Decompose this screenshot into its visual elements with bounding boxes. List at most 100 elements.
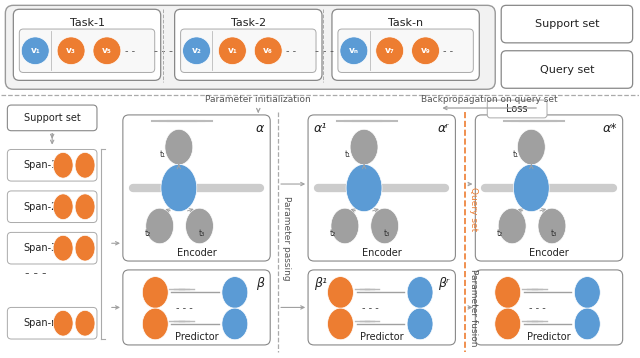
Text: - -: - - — [125, 46, 135, 56]
FancyBboxPatch shape — [180, 29, 316, 72]
Text: t₁: t₁ — [513, 150, 518, 159]
Text: Support set: Support set — [24, 113, 81, 123]
FancyBboxPatch shape — [487, 100, 547, 118]
Text: t₂: t₂ — [497, 229, 503, 238]
FancyBboxPatch shape — [19, 29, 155, 72]
Text: t₃: t₃ — [551, 229, 557, 238]
Circle shape — [340, 37, 368, 64]
Text: v₃: v₃ — [66, 46, 76, 55]
Ellipse shape — [161, 164, 196, 212]
Text: α: α — [256, 122, 264, 135]
FancyBboxPatch shape — [501, 5, 632, 43]
Ellipse shape — [346, 164, 382, 212]
Text: v₇: v₇ — [385, 46, 395, 55]
Circle shape — [376, 37, 404, 64]
Text: vₙ: vₙ — [349, 46, 359, 55]
Text: - - -: - - - — [26, 267, 47, 280]
FancyBboxPatch shape — [8, 105, 97, 131]
Text: Loss: Loss — [506, 104, 528, 114]
Text: Encoder: Encoder — [529, 248, 569, 258]
Text: t₃: t₃ — [198, 229, 205, 238]
Text: t₁: t₁ — [160, 150, 166, 159]
Text: t₂: t₂ — [145, 229, 151, 238]
Text: Predictor: Predictor — [527, 332, 571, 342]
Circle shape — [412, 37, 440, 64]
Ellipse shape — [165, 129, 193, 165]
Ellipse shape — [407, 277, 433, 308]
Text: Parameter fusion: Parameter fusion — [469, 269, 478, 346]
Text: Parameter passing: Parameter passing — [282, 196, 291, 281]
Text: v₁: v₁ — [30, 46, 40, 55]
Text: - -: - - — [286, 46, 296, 56]
Text: α¹: α¹ — [314, 122, 327, 135]
Text: v₉: v₉ — [420, 46, 431, 55]
Ellipse shape — [186, 208, 213, 244]
Ellipse shape — [328, 277, 353, 308]
Circle shape — [254, 37, 282, 64]
FancyBboxPatch shape — [332, 9, 479, 80]
Ellipse shape — [538, 208, 566, 244]
Circle shape — [93, 37, 121, 64]
Text: Encoder: Encoder — [362, 248, 402, 258]
Text: - - -: - - - — [316, 46, 335, 56]
Ellipse shape — [495, 308, 521, 340]
Ellipse shape — [75, 194, 95, 219]
Ellipse shape — [517, 129, 545, 165]
Text: v₅: v₅ — [102, 46, 112, 55]
Text: - - -: - - - — [177, 303, 193, 313]
Text: Task-2: Task-2 — [231, 18, 266, 28]
Text: t₃: t₃ — [383, 229, 390, 238]
Text: - - -: - - - — [362, 303, 378, 313]
FancyBboxPatch shape — [8, 191, 97, 223]
FancyBboxPatch shape — [5, 5, 495, 89]
FancyBboxPatch shape — [476, 115, 623, 261]
FancyBboxPatch shape — [175, 9, 322, 80]
Ellipse shape — [142, 308, 168, 340]
FancyBboxPatch shape — [8, 232, 97, 264]
Ellipse shape — [328, 308, 353, 340]
Text: β¹: β¹ — [314, 277, 327, 290]
FancyBboxPatch shape — [338, 29, 474, 72]
Ellipse shape — [371, 208, 399, 244]
Text: Encoder: Encoder — [177, 248, 216, 258]
Ellipse shape — [331, 208, 359, 244]
Ellipse shape — [53, 153, 73, 178]
FancyBboxPatch shape — [308, 270, 456, 345]
Ellipse shape — [574, 277, 600, 308]
Text: Span-r: Span-r — [23, 318, 56, 328]
Text: v₆: v₆ — [263, 46, 273, 55]
Text: - -: - - — [444, 46, 454, 56]
Text: Query set: Query set — [540, 64, 594, 74]
FancyBboxPatch shape — [501, 51, 632, 88]
FancyBboxPatch shape — [13, 9, 161, 80]
Text: Query set: Query set — [469, 187, 478, 231]
Circle shape — [21, 37, 49, 64]
Text: α*: α* — [602, 122, 617, 135]
Text: Predictor: Predictor — [175, 332, 218, 342]
Circle shape — [57, 37, 85, 64]
Ellipse shape — [222, 308, 248, 340]
Ellipse shape — [498, 208, 526, 244]
Text: t₁: t₁ — [345, 150, 351, 159]
Text: Backpropagation on query set: Backpropagation on query set — [421, 95, 557, 104]
Text: βʳ: βʳ — [438, 277, 449, 290]
Ellipse shape — [142, 277, 168, 308]
Ellipse shape — [75, 153, 95, 178]
Text: Predictor: Predictor — [360, 332, 404, 342]
Text: v₁: v₁ — [227, 46, 237, 55]
Ellipse shape — [407, 308, 433, 340]
FancyBboxPatch shape — [476, 270, 623, 345]
Ellipse shape — [146, 208, 173, 244]
Text: - - -: - - - — [154, 46, 173, 56]
Ellipse shape — [53, 194, 73, 219]
Ellipse shape — [513, 164, 549, 212]
Text: Span-3: Span-3 — [23, 243, 58, 253]
Ellipse shape — [350, 129, 378, 165]
FancyBboxPatch shape — [123, 270, 270, 345]
Text: - - -: - - - — [529, 303, 545, 313]
Text: Span-1: Span-1 — [23, 160, 58, 170]
Text: αʳ: αʳ — [438, 122, 449, 135]
Text: β: β — [256, 277, 264, 290]
Ellipse shape — [53, 235, 73, 261]
Circle shape — [218, 37, 246, 64]
